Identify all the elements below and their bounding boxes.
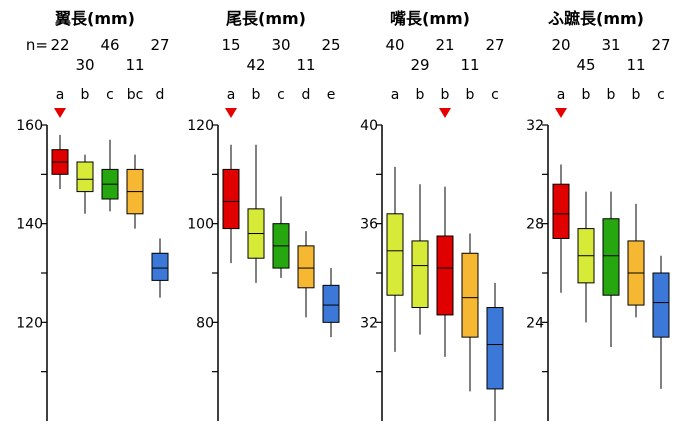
reference-marker-icon xyxy=(439,108,451,118)
group-letter: a xyxy=(391,87,400,103)
n-label: 22 xyxy=(50,36,69,54)
n-label: 42 xyxy=(246,56,265,74)
y-tick-label: 160 xyxy=(16,118,43,134)
group-letter: c xyxy=(657,87,665,103)
box xyxy=(386,213,404,296)
y-tick-label: 32 xyxy=(526,118,544,134)
group-letter: b xyxy=(466,87,475,103)
n-label: 11 xyxy=(125,56,144,74)
group-letter: b xyxy=(416,87,425,103)
n-label: 11 xyxy=(460,56,479,74)
n-label: 25 xyxy=(321,36,340,54)
n-label: 40 xyxy=(385,36,404,54)
y-tick-label: 32 xyxy=(360,315,378,331)
group-letter: bc xyxy=(127,87,144,103)
box xyxy=(322,284,340,323)
y-tick-label: 100 xyxy=(187,217,214,233)
group-letter: b xyxy=(81,87,90,103)
box xyxy=(222,168,240,230)
box xyxy=(411,240,429,309)
group-letter: c xyxy=(491,87,499,103)
n-label: 27 xyxy=(651,36,670,54)
group-letter: a xyxy=(56,87,65,103)
reference-marker-icon xyxy=(54,108,66,118)
panel-title: 嘴長(mm) xyxy=(390,9,470,28)
n-label: 46 xyxy=(100,36,119,54)
y-tick-label: 36 xyxy=(360,217,378,233)
y-tick-label: 80 xyxy=(196,315,214,331)
group-letter: b xyxy=(632,87,641,103)
n-label: 20 xyxy=(551,36,570,54)
n-label: 27 xyxy=(150,36,169,54)
group-letter: a xyxy=(227,87,236,103)
n-label: 15 xyxy=(221,36,240,54)
y-tick-label: 24 xyxy=(526,315,544,331)
panel-title: 翼長(mm) xyxy=(55,9,135,28)
n-label: 27 xyxy=(485,36,504,54)
box xyxy=(76,161,94,193)
n-label: 45 xyxy=(576,56,595,74)
box xyxy=(436,235,454,316)
n-label: 31 xyxy=(601,36,620,54)
y-tick-label: 140 xyxy=(16,217,43,233)
box xyxy=(486,307,504,390)
n-label: 11 xyxy=(296,56,315,74)
reference-marker-icon xyxy=(225,108,237,118)
n-label: 21 xyxy=(435,36,454,54)
box xyxy=(652,272,670,338)
y-tick-label: 28 xyxy=(526,217,544,233)
group-letter: a xyxy=(557,87,566,103)
group-letter: c xyxy=(106,87,114,103)
group-letter: b xyxy=(582,87,591,103)
group-letter: e xyxy=(327,87,336,103)
group-letter: b xyxy=(441,87,450,103)
group-letter: b xyxy=(607,87,616,103)
group-letter: d xyxy=(302,87,311,103)
group-letter: d xyxy=(156,87,165,103)
n-label: 11 xyxy=(626,56,645,74)
group-letter: b xyxy=(252,87,261,103)
group-letter: c xyxy=(277,87,285,103)
box xyxy=(297,245,315,289)
reference-marker-icon xyxy=(555,108,567,118)
panel-title: 尾長(mm) xyxy=(226,9,306,28)
box xyxy=(552,183,570,239)
panel-title: ふ蹠長(mm) xyxy=(548,9,644,28)
box xyxy=(151,252,169,281)
y-tick-label: 40 xyxy=(360,118,378,134)
n-prefix-label: n= xyxy=(26,36,48,54)
n-label: 30 xyxy=(271,36,290,54)
n-label: 30 xyxy=(75,56,94,74)
y-tick-label: 120 xyxy=(16,315,43,331)
n-label: 29 xyxy=(410,56,429,74)
y-tick-label: 120 xyxy=(187,118,214,134)
box xyxy=(461,252,479,338)
box xyxy=(602,218,620,296)
